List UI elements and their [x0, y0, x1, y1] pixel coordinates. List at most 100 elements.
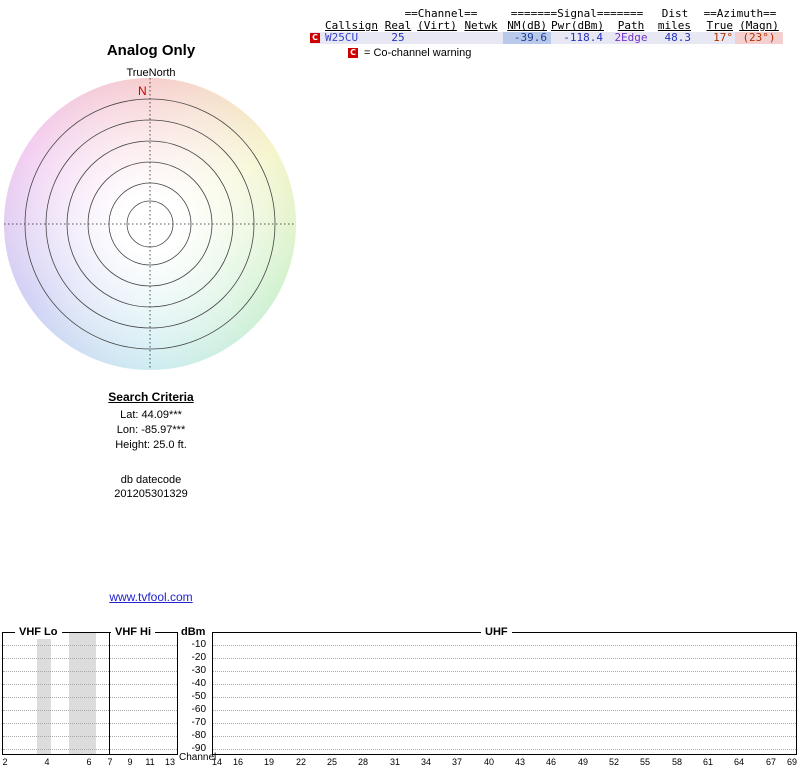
- height-value: Height: 25.0 ft.: [115, 439, 187, 451]
- y-tick-label: -10: [191, 639, 206, 650]
- channel-tick: 13: [164, 757, 175, 767]
- channel-group-header: ==Channel==: [404, 8, 478, 20]
- vhf-chart-box: VHF Lo VHF Hi: [2, 626, 178, 755]
- gridline: [3, 658, 177, 659]
- x-axis-label: Channel: [179, 752, 217, 763]
- uhf-label: UHF: [481, 626, 512, 639]
- gridline: [213, 658, 796, 659]
- gridline: [213, 723, 796, 724]
- station-table: ==Channel== =======Signal======= Dist ==…: [310, 8, 783, 44]
- channel-tick: 6: [86, 757, 92, 767]
- station-virt-channel: [415, 32, 459, 44]
- y-tick-label: -90: [191, 743, 206, 754]
- gridline: [213, 671, 796, 672]
- channel-tick: 25: [326, 757, 337, 767]
- vhf-hi-label: VHF Hi: [111, 626, 156, 639]
- magn-column-header: (Magn): [739, 20, 779, 32]
- channel-tick: 58: [671, 757, 682, 767]
- channel-tick: 2: [2, 757, 8, 767]
- tvfool-link[interactable]: www.tvfool.com: [109, 590, 193, 604]
- channel-tick: 34: [420, 757, 431, 767]
- y-axis-label: dBm: [181, 626, 206, 638]
- y-tick-label: -50: [191, 691, 206, 702]
- table-group-header-row: ==Channel== =======Signal======= Dist ==…: [310, 8, 782, 20]
- station-row: C W25CU 25 -39.6 -118.4 2Edge 48.3 17° (…: [310, 32, 783, 44]
- gridline: [213, 749, 796, 750]
- uhf-chart-box: UHF: [212, 626, 797, 755]
- co-channel-legend: C = Co-channel warning: [348, 47, 471, 59]
- path-column-header: Path: [617, 20, 645, 32]
- channel-tick: 11: [145, 757, 155, 767]
- y-tick-label: -20: [191, 652, 206, 663]
- co-channel-legend-text: = Co-channel warning: [364, 47, 472, 59]
- gridline: [213, 697, 796, 698]
- gridline: [3, 697, 177, 698]
- radar-plot: [4, 78, 296, 370]
- station-azimuth-true: 17°: [713, 32, 733, 44]
- y-tick-label: -30: [191, 665, 206, 676]
- channel-tick: 16: [232, 757, 243, 767]
- flag-column-header: [310, 20, 324, 32]
- pwr-column-header: Pwr(dBm): [551, 20, 604, 32]
- table-column-header-row: Callsign Real (Virt) Netwk NM(dB) Pwr(dB…: [310, 20, 782, 32]
- channel-tick: 43: [514, 757, 525, 767]
- virt-column-header: (Virt): [417, 20, 457, 32]
- callsign-column-header: Callsign: [325, 20, 378, 32]
- station-flag-cell: C: [310, 32, 324, 44]
- channel-tick: 52: [608, 757, 619, 767]
- station-noise-margin: -39.6: [503, 32, 551, 44]
- co-channel-legend-icon: C: [348, 48, 358, 58]
- gridline: [3, 749, 177, 750]
- gridline: [3, 645, 177, 646]
- longitude-value: Lon: -85.97***: [116, 424, 186, 436]
- signal-chart: VHF Lo VHF Hi dBm -10 -20 -30 -40 -50 -6…: [0, 624, 800, 768]
- channel-tick: 7: [107, 757, 113, 767]
- station-network: [459, 32, 503, 44]
- channel-tick: 67: [765, 757, 776, 767]
- signal-group-header: =======Signal=======: [510, 8, 644, 20]
- station-distance: 48.3: [664, 32, 692, 44]
- callsign-link[interactable]: W25CU: [325, 32, 359, 44]
- y-tick-label: -70: [191, 717, 206, 728]
- gridline: [3, 736, 177, 737]
- nm-column-header: NM(dB): [507, 20, 547, 32]
- gridline: [3, 723, 177, 724]
- gridline: [213, 684, 796, 685]
- channel-tick: 46: [545, 757, 556, 767]
- real-column-header: Real: [384, 20, 412, 32]
- station-real-channel: 25: [391, 32, 405, 44]
- vhf-lo-label: VHF Lo: [15, 626, 62, 639]
- channel-tick: 69: [786, 757, 797, 767]
- db-datecode-value: 201205301329: [114, 488, 188, 500]
- channel-tick: 64: [733, 757, 744, 767]
- y-tick-label: -60: [191, 704, 206, 715]
- true-column-header: True: [706, 20, 734, 32]
- y-tick-label: -40: [191, 678, 206, 689]
- channel-tick: 31: [389, 757, 400, 767]
- gridline: [3, 684, 177, 685]
- channel-tick: 22: [295, 757, 306, 767]
- db-datecode-label: db datecode: [120, 474, 182, 486]
- radar-grid: [4, 78, 296, 370]
- gridline: [3, 671, 177, 672]
- gridline: [213, 645, 796, 646]
- station-callsign-cell: W25CU: [324, 32, 381, 44]
- miles-column-header: miles: [657, 20, 691, 32]
- vhf-lo-hi-divider: [109, 633, 110, 754]
- radar-title: Analog Only: [106, 42, 196, 59]
- channel-tick: 28: [357, 757, 368, 767]
- footer-link-container: www.tvfool.com: [0, 590, 302, 604]
- latitude-value: Lat: 44.09***: [120, 409, 182, 421]
- gridline: [213, 710, 796, 711]
- channel-tick: 40: [483, 757, 494, 767]
- channel-tick: 61: [702, 757, 713, 767]
- channel-tick: 19: [263, 757, 274, 767]
- search-criteria-title: Search Criteria: [108, 390, 194, 404]
- station-power: -118.4: [563, 32, 603, 44]
- vhf-gray-band: [69, 633, 96, 754]
- station-azimuth-magnetic: (23°): [735, 32, 783, 44]
- channel-tick: 37: [451, 757, 462, 767]
- channel-tick: 14: [211, 757, 222, 767]
- gridline: [3, 710, 177, 711]
- gridline: [213, 736, 796, 737]
